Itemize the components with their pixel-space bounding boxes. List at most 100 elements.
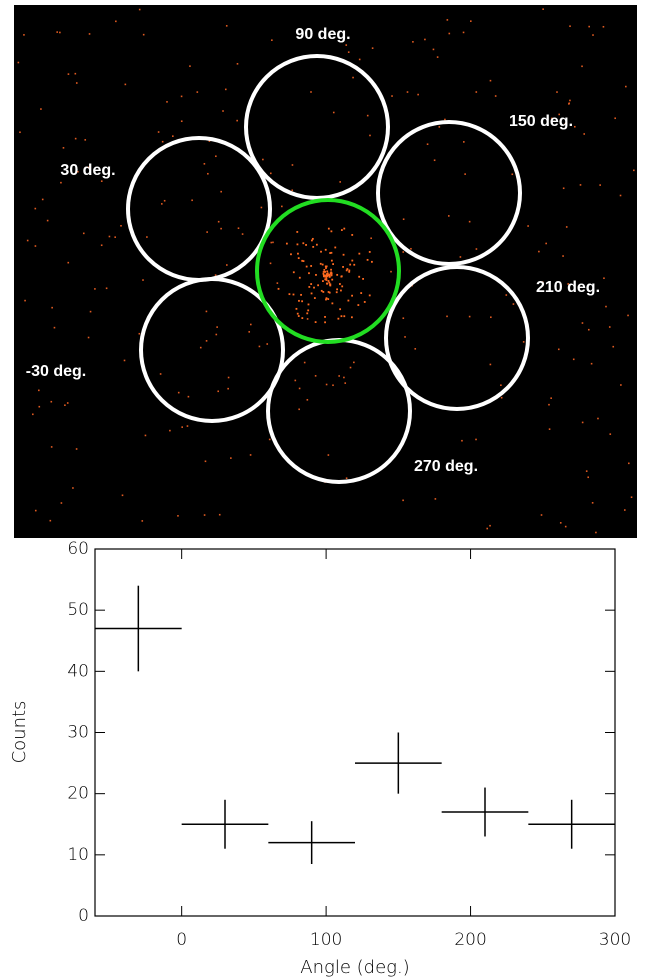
event-dot [424,39,426,41]
x-axis-title: Angle (deg.) [300,957,409,978]
event-dot [259,346,261,348]
event-dot [339,181,341,183]
event-dot [343,254,345,256]
event-dot [220,228,222,230]
event-dot [469,316,471,318]
event-dot [338,375,340,377]
event-dot [262,159,264,161]
event-dot [588,329,590,331]
event-dot [331,230,333,232]
event-dot [341,285,343,287]
event-dot [486,528,488,530]
event-dot [187,425,189,427]
event-dot [545,243,547,245]
event-dot [51,401,53,403]
event-dot [331,279,333,281]
event-dot [315,375,317,377]
event-dot [464,173,466,175]
event-dot [631,496,633,498]
event-dot [297,243,299,245]
event-dot [169,430,171,432]
event-dot [307,318,309,320]
event-dot [427,143,429,145]
event-dot [293,271,295,273]
event-dot [306,266,308,268]
event-dot [489,525,491,527]
event-dot [350,367,352,369]
event-dot [172,135,174,137]
event-dot [595,532,597,534]
event-dot [628,463,630,465]
event-dot [343,377,345,379]
event-dot [523,341,525,343]
event-dot [310,283,312,285]
event-dot [296,231,298,233]
event-dot [437,56,439,58]
event-dot [312,238,314,240]
event-dot [402,500,404,502]
event-dot [332,384,334,386]
event-dot [89,33,91,35]
event-dot [446,316,448,318]
event-dot [308,304,310,306]
event-dot [315,274,317,276]
event-dot [369,251,371,253]
event-dot [562,255,564,257]
plot-frame [95,549,615,916]
event-dot [330,269,332,271]
event-dot [345,44,347,46]
event-dot [620,195,622,197]
event-dot [61,502,63,504]
event-dot [67,262,69,264]
event-dot [548,404,550,406]
event-dot [24,300,26,302]
event-dot [326,275,328,277]
event-dot [336,288,338,290]
event-dot [310,265,312,267]
event-dot [200,347,202,349]
event-dot [226,25,228,27]
event-dot [307,399,309,401]
event-dot [42,199,44,201]
event-dot [226,264,228,266]
event-dot [63,147,65,149]
event-dot [343,315,345,317]
event-dot [293,294,295,296]
event-dot [359,59,361,61]
y-tick-label: 50 [67,600,89,620]
event-dot [84,139,86,141]
region-label: 270 deg. [414,458,478,475]
event-dot [191,199,193,201]
event-dot [328,280,330,282]
event-dot [298,408,300,410]
event-dot [326,277,328,279]
event-dot [326,297,328,299]
event-dot [353,362,355,364]
event-dot [207,173,209,175]
event-dot [343,228,345,230]
event-dot [337,318,339,320]
region-label: 30 deg. [60,162,115,179]
event-dot [587,476,589,478]
event-dot [161,203,163,205]
event-dot [292,164,294,166]
event-dot [166,101,168,103]
event-dot [527,225,529,227]
event-dot [358,253,360,255]
event-dot [326,283,328,285]
event-dot [351,295,353,297]
event-dot [311,293,313,295]
event-dot [336,291,338,293]
event-dot [563,187,565,189]
event-dot [290,253,292,255]
event-dot [501,397,503,399]
event-dot [106,287,108,289]
event-dot [364,301,366,303]
event-dot [331,274,333,276]
event-dot [215,334,217,336]
event-dot [346,269,348,271]
event-dot [189,65,191,67]
event-dot [88,337,90,339]
event-dot [340,276,342,278]
event-dot [294,380,296,382]
